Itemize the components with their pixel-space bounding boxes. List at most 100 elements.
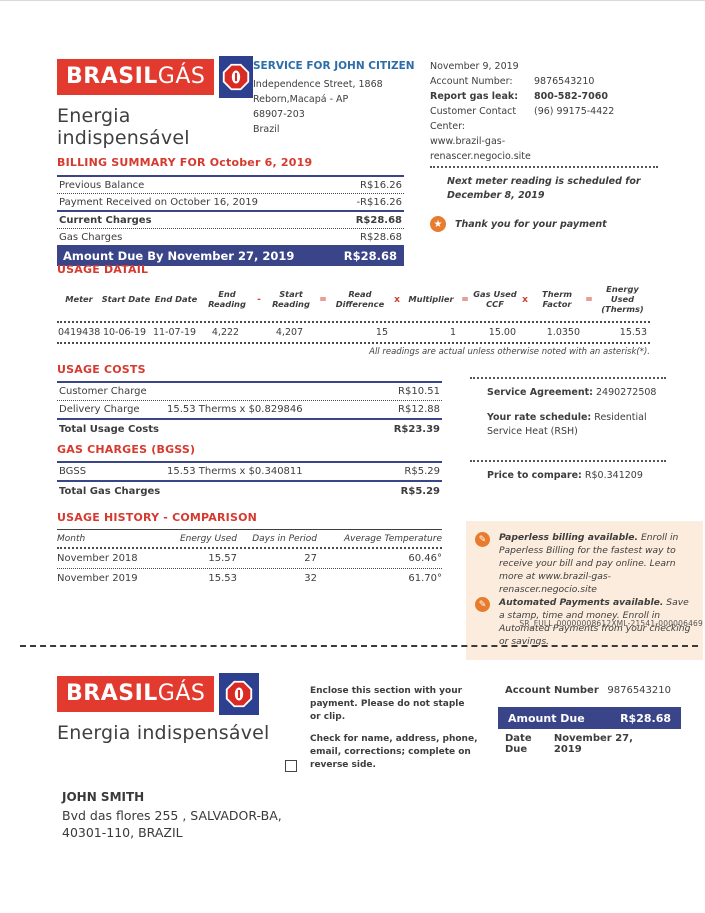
contact-grid: Account Number: 9876543210 Report gas le… (430, 74, 677, 134)
cost-row-customer-charge: Customer Charge R$10.51 (57, 383, 442, 401)
month-value: November 2019 (57, 573, 138, 584)
account-number-label: Account Number: (430, 76, 513, 87)
usage-costs-section: USAGE COSTS Customer Charge R$10.51 Deli… (57, 363, 442, 438)
row-label: BGSS (59, 466, 87, 477)
col-header-end-reading: End Reading (208, 289, 246, 309)
col-header-month: Month (57, 533, 86, 544)
brand-logo: BRASIL GÁS Energia indispensável (57, 673, 270, 744)
recipient-address-line: 40301-110, BRAZIL (62, 825, 183, 840)
multiplier-value: 1 (449, 327, 456, 338)
service-agreement-line: Service Agreement: 2490272508 (487, 386, 666, 400)
amount-due-value: R$28.68 (343, 248, 397, 263)
rate-schedule-line: Your rate schedule: Residential Service … (487, 411, 666, 439)
end-date-value: 11-07-19 (152, 327, 197, 338)
row-detail: 15.53 Therms x $0.340811 (167, 466, 303, 477)
brand-name-bold: BRASIL (66, 681, 158, 706)
stub-amount-value: R$28.68 (620, 711, 671, 725)
minus-operator: - (257, 295, 261, 305)
usage-history-table: Month Energy Used Days in Period Average… (57, 529, 442, 588)
summary-row-current-charges: Current Charges R$28.68 (57, 212, 404, 229)
brand-name-light: GÁS (157, 681, 206, 706)
contact-center-label: Customer Contact Center: (430, 106, 517, 132)
usage-detail-data-row: 0419438 10-06-19 11-07-19 4,222 4,207 15… (57, 323, 650, 344)
thank-you-text: Thank you for your payment (455, 218, 607, 230)
contact-block: November 9, 2019 Account Number: 9876543… (430, 56, 677, 164)
service-address-line: Brazil (253, 124, 280, 135)
col-header-average-temperature: Average Temperature (344, 533, 442, 544)
brand-logo: BRASIL GÁS Energia indispensável (57, 56, 253, 164)
stub-date-due-row: Date Due November 27, 2019 (498, 729, 681, 755)
row-detail: 15.53 Therms x $0.829846 (167, 404, 303, 415)
confirmation-checkbox[interactable] (285, 760, 297, 772)
row-value: R$12.88 (398, 404, 440, 415)
row-value: -R$16.26 (356, 196, 402, 208)
col-header-read-difference: Read Difference (335, 289, 385, 309)
service-agreement-value: 2490272508 (596, 387, 657, 398)
summary-row-previous-balance: Previous Balance R$16.26 (57, 177, 404, 194)
automated-payments-notice: ✎ Automated Payments available. Save a s… (475, 596, 693, 648)
equals-operator: = (585, 295, 593, 305)
month-value: November 2018 (57, 553, 138, 564)
row-detail (167, 386, 370, 397)
row-label: Current Charges (59, 214, 152, 226)
stub-date-label: Date Due (505, 733, 532, 755)
price-to-compare-line: Price to compare: R$0.341209 (487, 469, 666, 483)
gas-leak-phone: 800-582-7060 (534, 91, 608, 102)
amount-due-bar: Amount Due By November 27, 2019 R$28.68 (57, 245, 404, 266)
start-date-value: 10-06-19 (102, 327, 147, 338)
usage-costs-table: Customer Charge R$10.51 Delivery Charge … (57, 381, 442, 438)
therm-factor-value: 1.0350 (546, 327, 580, 338)
paperless-billing-text: Paperless billing available. Enroll in P… (499, 531, 693, 596)
col-header-end-date: End Date (154, 294, 198, 305)
col-header-days-in-period: Days in Period (252, 533, 317, 544)
usage-detail-title: USAGE DATAIL (57, 263, 149, 276)
total-value: R$5.29 (400, 485, 440, 497)
service-agreement-label: Service Agreement: (487, 387, 593, 398)
col-header-gas-used-ccf: Gas Used CCF (473, 289, 517, 309)
col-header-energy-used: Energy Used (Therms) (601, 284, 644, 314)
recipient-name: JOHN SMITH (62, 790, 145, 804)
contact-center-phone: (96) 99175-4422 (534, 106, 615, 117)
billing-summary-table: Previous Balance R$16.26 Payment Receive… (57, 175, 404, 266)
days-value: 32 (304, 573, 317, 584)
charges-area: USAGE COSTS Customer Charge R$10.51 Deli… (57, 363, 705, 660)
amount-due-label: Amount Due By November 27, 2019 (63, 248, 295, 263)
energy-used-value: 15.53 (619, 327, 647, 338)
row-label: Previous Balance (59, 179, 145, 191)
usage-history-title: USAGE HISTORY - COMPARISON (57, 511, 258, 524)
automated-payments-text: Automated Payments available. Save a sta… (499, 596, 693, 648)
usage-costs-total-row: Total Usage Costs R$23.39 (57, 418, 442, 438)
summary-row-payment-received: Payment Received on October 16, 2019 -R$… (57, 194, 404, 212)
rate-schedule-value: Residential Service Heat (RSH) (487, 412, 647, 437)
billing-summary-title: BILLING SUMMARY FOR October 6, 2019 (57, 156, 313, 169)
paperless-body: Enroll in Paperless Billing for the fast… (499, 532, 679, 595)
stub-instructions: Enclose this section with your payment. … (310, 685, 478, 781)
billing-summary-section: BILLING SUMMARY FOR October 6, 2019 Prev… (57, 156, 677, 266)
col-header-meter: Meter (65, 294, 93, 305)
brand-tagline: Energia indispensável (57, 105, 190, 149)
notices-box: ✎ Paperless billing available. Enroll in… (466, 521, 703, 660)
row-label: Gas Charges (59, 231, 123, 243)
row-value: R$28.68 (360, 231, 402, 243)
gas-used-ccf-value: 15.00 (488, 327, 516, 338)
autopay-title: Automated Payments available. (499, 597, 664, 608)
rate-schedule-label: Your rate schedule: (487, 412, 592, 423)
total-value: R$23.39 (393, 423, 440, 435)
row-value: R$5.29 (404, 466, 440, 477)
gas-charges-table: BGSS 15.53 Therms x $0.340811 R$5.29 Tot… (57, 461, 442, 500)
payment-stub: BRASIL GÁS Energia indispensável Enclose … (0, 669, 705, 799)
charges-left-column: USAGE COSTS Customer Charge R$10.51 Deli… (57, 363, 442, 648)
col-header-energy-used: Energy Used (179, 533, 237, 544)
usage-detail-section: USAGE DATAIL Meter Start Date End Date E… (57, 263, 650, 357)
usage-history-section: USAGE HISTORY - COMPARISON Month Energy … (57, 511, 442, 588)
cost-row-delivery-charge: Delivery Charge 15.53 Therms x $0.829846… (57, 401, 442, 418)
brand-logo-row: BRASIL GÁS (57, 673, 270, 715)
price-to-compare-value: R$0.341209 (584, 470, 643, 481)
price-to-compare-label: Price to compare: (487, 470, 582, 481)
company-website-link[interactable]: www.brazil-gas-renascer.negocio.site (430, 136, 531, 162)
account-number-value: 9876543210 (534, 76, 595, 87)
days-value: 27 (304, 553, 317, 564)
col-header-therm-factor: Therm Factor (542, 289, 572, 309)
times-operator: x (522, 295, 528, 305)
